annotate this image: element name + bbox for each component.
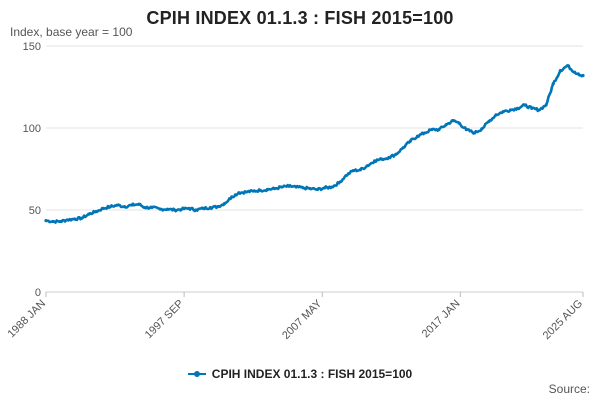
data-point [308, 187, 312, 191]
data-point [576, 72, 580, 76]
axis-layer [45, 291, 584, 297]
data-point [301, 186, 305, 190]
data-point [273, 187, 277, 191]
data-point [473, 131, 477, 135]
series-points [44, 64, 585, 224]
data-point [80, 216, 84, 220]
data-point [523, 103, 527, 107]
data-point [230, 195, 234, 199]
data-point [251, 189, 255, 193]
data-point [108, 205, 112, 209]
data-point [565, 64, 570, 68]
data-point [358, 168, 362, 172]
data-point [457, 121, 461, 125]
data-point [158, 207, 162, 211]
data-point [122, 205, 127, 209]
data-point [143, 205, 147, 210]
data-point [280, 185, 284, 189]
data-point [444, 123, 448, 127]
data-point [530, 106, 534, 110]
data-point [537, 108, 541, 112]
data-point [208, 205, 212, 210]
data-point [172, 208, 177, 212]
data-point [137, 202, 141, 206]
data-point [494, 113, 498, 117]
data-point [150, 205, 154, 210]
x-tick-label: 1988 JAN [5, 298, 48, 341]
data-point [515, 106, 520, 110]
data-point [265, 187, 270, 192]
data-point [423, 131, 427, 135]
series-layer [44, 64, 585, 224]
data-point [365, 164, 370, 168]
data-point [581, 73, 585, 78]
data-point [94, 210, 98, 214]
data-point [287, 184, 291, 188]
data-point [223, 201, 227, 206]
data-point [315, 187, 320, 192]
y-tick-label: 100 [23, 123, 41, 135]
data-point [244, 190, 248, 194]
y-tick-label: 150 [23, 41, 41, 53]
data-point [558, 69, 562, 73]
data-point [294, 185, 298, 189]
y-tick-label: 0 [35, 287, 41, 299]
data-point [330, 185, 334, 189]
data-point [115, 203, 120, 207]
data-point [187, 206, 191, 210]
data-point [551, 82, 555, 86]
data-point [101, 206, 105, 210]
data-point [215, 205, 220, 209]
data-point [44, 219, 48, 223]
data-point [480, 127, 484, 131]
source-label: Source: [548, 382, 590, 396]
y-tick-label: 50 [29, 205, 41, 217]
x-tick-label: 1997 SEP [143, 298, 187, 342]
data-point [351, 169, 355, 173]
data-point [401, 146, 405, 150]
data-point [380, 157, 384, 161]
legend: CPIH INDEX 01.1.3 : FISH 2015=100 [0, 367, 600, 381]
data-point [487, 119, 491, 124]
data-point [87, 212, 91, 216]
data-point [165, 207, 170, 211]
data-point [451, 119, 455, 123]
x-tick-label: 2017 JAN [420, 298, 463, 341]
label-layer: 0 50 100 150 1988 JAN 1997 SEP 2007 MAY 2017 JA… [5, 41, 585, 342]
data-point [194, 208, 198, 212]
data-point [65, 218, 70, 222]
data-point [508, 108, 512, 112]
legend-label: CPIH INDEX 01.1.3 : FISH 2015=100 [211, 367, 413, 381]
data-point [387, 155, 391, 160]
data-point [72, 217, 77, 221]
data-point [501, 110, 505, 114]
data-point [544, 103, 548, 107]
data-point [130, 203, 134, 207]
data-point [408, 139, 412, 143]
data-point [344, 173, 348, 178]
data-point [394, 152, 398, 156]
x-tick-label: 2007 MAY [280, 297, 325, 342]
x-tick-label: 2025 AUG [541, 298, 585, 342]
data-point [573, 70, 577, 74]
data-point [323, 186, 327, 190]
data-point [258, 188, 262, 192]
data-point [437, 128, 441, 132]
chart-title: CPIH INDEX 01.1.3 : FISH 2015=100 [146, 8, 454, 28]
data-point [373, 159, 377, 163]
legend-swatch [187, 370, 206, 377]
data-point [415, 134, 420, 138]
data-point [51, 219, 55, 224]
y-axis-label: Index, base year = 100 [10, 25, 133, 39]
data-point [58, 219, 62, 224]
data-point [337, 181, 341, 185]
data-point [430, 128, 434, 132]
data-point [464, 128, 468, 132]
data-point [180, 207, 184, 211]
data-point [237, 191, 241, 195]
data-point [201, 206, 205, 210]
grid-layer [46, 45, 583, 211]
series-line [44, 64, 585, 224]
